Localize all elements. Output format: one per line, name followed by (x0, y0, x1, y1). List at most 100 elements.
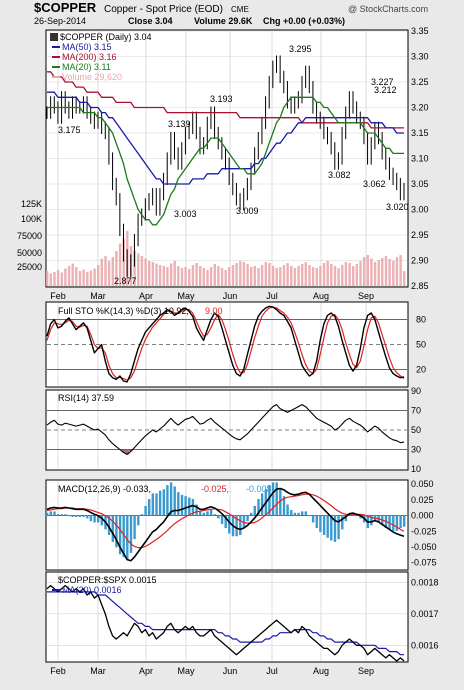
macd-hist-bar (348, 514, 351, 516)
volume-bar (144, 258, 147, 286)
volume-bar (319, 266, 322, 286)
macd-hist-bar (392, 515, 395, 531)
month-label-ratio-2: Apr (139, 666, 153, 676)
volume-bar (242, 262, 246, 286)
macd-hist-bar (64, 514, 67, 516)
volume-bar (213, 264, 216, 286)
macd-hist-bar (166, 485, 169, 516)
ratio-line (46, 584, 405, 662)
rsi-ytick-0: 90 (411, 386, 421, 396)
macd-hist-bar (56, 514, 60, 516)
month-label-ratio-3: May (177, 666, 195, 676)
volume-bar (282, 265, 286, 286)
macd-hist-bar (235, 515, 238, 537)
macd-hist-bar (290, 510, 293, 516)
volume-bar (250, 267, 253, 286)
macd-hist-bar (89, 515, 93, 522)
volume-bar (158, 265, 162, 286)
macd-hist-bar (388, 515, 391, 530)
volume-bar (100, 258, 103, 286)
macd-hist-bar (209, 510, 213, 516)
macd-label: MACD(12,26,9) -0.033, (58, 484, 151, 494)
volume-bar (75, 267, 78, 286)
volume-bar (89, 270, 93, 286)
volume-bar (253, 266, 256, 286)
macd-hist-bar (220, 515, 224, 524)
rsi-ytick-1: 70 (411, 406, 421, 416)
month-label-price-0: Feb (50, 291, 66, 301)
price-ytick-0: 3.35 (411, 26, 429, 36)
volume-bar (177, 266, 180, 286)
macd-hist-bar (49, 511, 52, 516)
volume-bar (264, 262, 267, 286)
macd-hist-bar (308, 515, 311, 517)
volume-bar (311, 267, 315, 286)
macd-hist-bar (151, 493, 154, 516)
volume-bar (46, 271, 49, 286)
volume-bar (337, 268, 340, 286)
macd-hist-bar (271, 482, 275, 516)
volume-bar (206, 270, 209, 286)
sto-d-line (46, 306, 405, 381)
sto-ytick-2: 20 (416, 364, 426, 374)
macd-hist-bar (253, 505, 256, 516)
macd-hist-bar (355, 515, 358, 517)
macd-hist-bar (158, 490, 162, 516)
price-ytick-7: 3.00 (411, 205, 429, 215)
volume-bar (395, 257, 399, 286)
macd-hist-label: -0.008 (246, 484, 272, 494)
macd-hist-bar (67, 515, 71, 517)
volume-bar (191, 265, 195, 286)
month-label-price-6: Aug (313, 291, 329, 301)
macd-hist-bar (173, 486, 176, 516)
macd-hist-bar (53, 511, 56, 516)
ratio-ma-line (47, 591, 404, 656)
volume-bar (373, 262, 377, 286)
macd-hist-bar (202, 512, 205, 516)
macd-hist-bar (279, 487, 282, 516)
volume-bar (199, 266, 202, 286)
macd-hist-bar (268, 485, 271, 516)
legend-ma200: MA(200) 3.16 (62, 52, 117, 62)
price-annotation-9: 3.082 (328, 170, 351, 180)
month-label-ratio-4: Jun (223, 666, 238, 676)
macd-hist-bar (82, 515, 85, 517)
macd-hist-bar (359, 515, 362, 519)
header-symbol: $COPPER (34, 0, 97, 15)
macd-hist-bar (282, 496, 286, 516)
volume-bar (260, 265, 264, 286)
month-label-ratio-1: Mar (90, 666, 106, 676)
macd-hist-bar (250, 512, 253, 516)
volume-bar (359, 261, 362, 286)
price-annotation-4: 3.227 (371, 77, 394, 87)
macd-hist-bar (330, 515, 333, 541)
volume-bar (78, 271, 82, 286)
macd-hist-bar (239, 515, 242, 535)
macd-hist-bar (137, 515, 140, 526)
sto-label-d: 9.00 (205, 306, 223, 316)
volume-bar (104, 256, 107, 286)
macd-hist-bar (395, 515, 399, 531)
macd-hist-bar (111, 515, 114, 542)
macd-signal-label: -0.025, (201, 484, 229, 494)
header-name: Copper - Spot Price (EOD) (104, 4, 223, 15)
volume-bar (118, 243, 122, 286)
ratio-ytick-2: 0.0016 (411, 640, 439, 650)
price-ytick-9: 2.90 (411, 256, 429, 266)
macd-hist-bar (304, 511, 307, 516)
macd-hist-bar (199, 511, 202, 516)
volume-bar (348, 263, 351, 286)
macd-hist-bar (224, 515, 227, 528)
volume-bar (275, 268, 278, 286)
macd-hist-bar (118, 515, 122, 555)
header-close: Close 3.04 (128, 16, 173, 26)
price-ytick-5: 3.10 (411, 154, 429, 164)
macd-ytick-1: 0.025 (411, 495, 434, 505)
ratio-ytick-0: 0.0018 (411, 577, 439, 587)
volume-bar (188, 269, 191, 286)
macd-hist-bar (184, 496, 187, 516)
volume-bar (82, 269, 85, 286)
macd-hist-bar (242, 515, 246, 528)
macd-hist-bar (78, 515, 82, 517)
volume-bar (133, 251, 136, 286)
